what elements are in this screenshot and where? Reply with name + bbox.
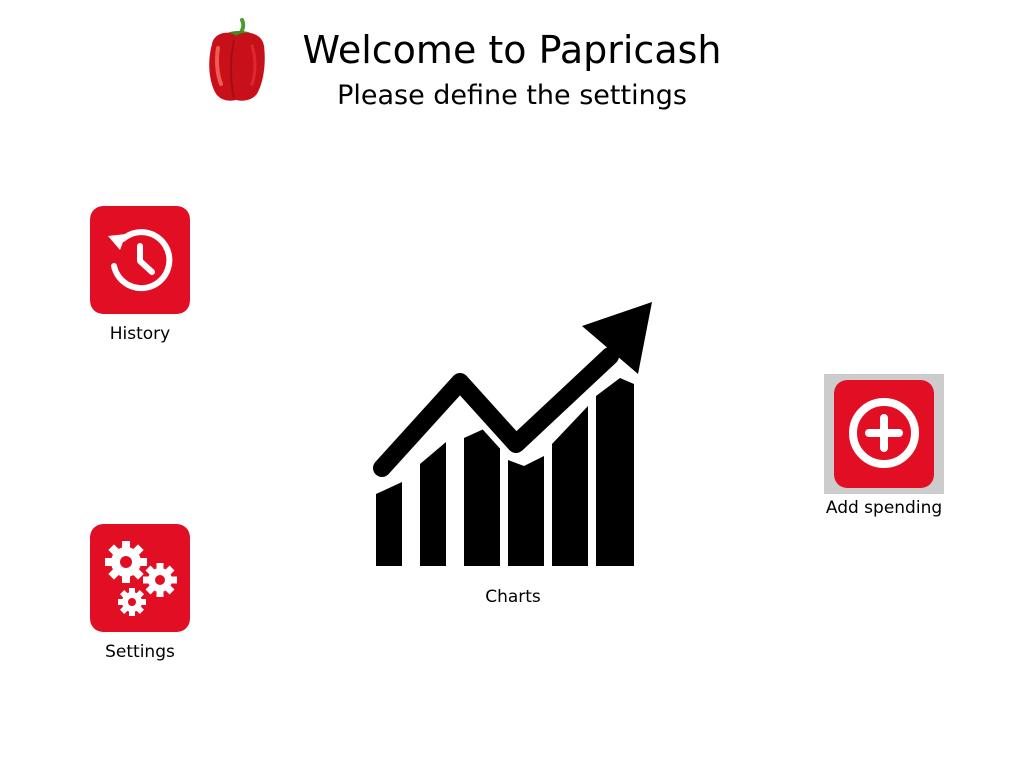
history-icon xyxy=(90,206,190,314)
add-spending-tile-button[interactable]: Add spending xyxy=(824,374,944,524)
rising-bar-chart-icon xyxy=(368,302,652,566)
history-tile-button[interactable]: History xyxy=(90,206,190,346)
page-subtitle: Please define the settings xyxy=(337,80,687,111)
charts-tile-button[interactable]: Charts xyxy=(368,298,658,608)
settings-tile-button[interactable]: Settings xyxy=(90,524,190,664)
history-label: History xyxy=(109,324,171,344)
settings-label: Settings xyxy=(105,642,175,662)
plus-circle-icon xyxy=(834,380,934,488)
add-spending-label: Add spending xyxy=(825,498,943,518)
gears-icon xyxy=(90,524,190,632)
charts-label: Charts xyxy=(485,587,541,607)
page-title: Welcome to Papricash xyxy=(302,28,722,72)
pepper-logo-icon xyxy=(209,18,265,101)
